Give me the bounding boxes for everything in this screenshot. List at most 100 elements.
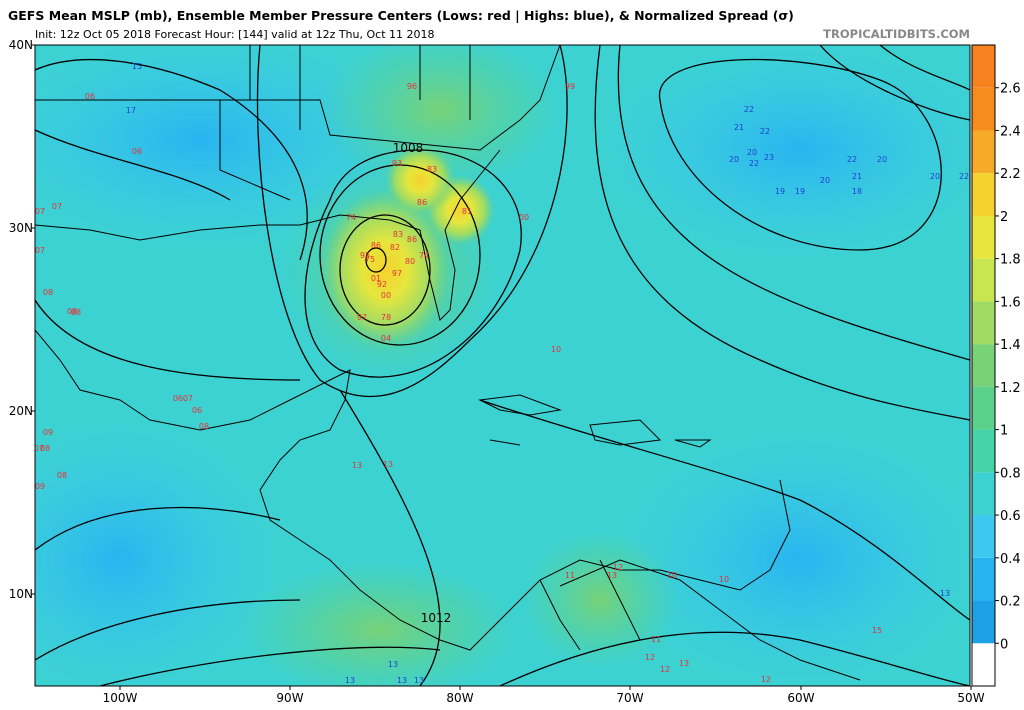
high-center: 22 — [959, 172, 969, 181]
title: GEFS Mean MSLP (mb), Ensemble Member Pre… — [8, 8, 794, 23]
low-center: 12 — [761, 675, 771, 684]
colorbar-label: 1.6 — [1000, 295, 1021, 310]
low-center: 08 — [199, 422, 209, 431]
low-center: 09 — [43, 428, 53, 437]
low-center: 11 — [565, 571, 575, 580]
low-center: 15 — [872, 626, 882, 635]
high-center: 22 — [749, 159, 759, 168]
site: TROPICALTIDBITS.COM — [823, 27, 970, 41]
lat-label: 10N — [9, 587, 33, 601]
colorbar-segment — [972, 472, 995, 516]
colorbar-label: 0.4 — [1000, 552, 1021, 567]
low-center: 97 — [357, 313, 367, 322]
low-center: 08 — [67, 307, 77, 316]
low-center: 06 — [192, 406, 202, 415]
high-center: 19 — [795, 187, 805, 196]
high-center: 17 — [126, 106, 136, 115]
low-center: 13 — [607, 571, 617, 580]
low-center: 12 — [613, 563, 623, 572]
high-center: 22 — [760, 127, 770, 136]
high-center: 21 — [734, 123, 744, 132]
lat-label: 40N — [9, 38, 33, 52]
colorbar-segment — [972, 643, 995, 686]
lon-label: 50W — [957, 691, 984, 705]
low-center: 07 — [35, 246, 45, 255]
low-center: 08 — [71, 308, 81, 317]
isobars — [35, 45, 970, 686]
colorbar-label: 0.6 — [1000, 509, 1021, 524]
low-center: 06 — [85, 92, 95, 101]
low-center: 13 — [383, 460, 393, 469]
low-center: 86 — [371, 241, 381, 250]
high-center: 15 — [132, 62, 142, 71]
low-center: 86 — [407, 235, 417, 244]
high-center: 21 — [852, 172, 862, 181]
high-center: 13 — [397, 676, 407, 685]
colorbar-segment — [972, 215, 995, 259]
low-center: 99 — [565, 82, 575, 91]
colorbar-label: 1 — [1000, 424, 1008, 439]
colorbar-segment — [972, 600, 995, 644]
low-center: 07 — [183, 394, 193, 403]
colorbar-label: 2.4 — [1000, 124, 1021, 139]
colorbar-segment — [972, 173, 995, 216]
colorbar-label: 0 — [1000, 637, 1008, 652]
colorbar-segment — [972, 45, 995, 88]
low-center: 86 — [417, 198, 427, 207]
low-center: 82 — [390, 243, 400, 252]
colorbar-segment — [972, 258, 995, 302]
colorbar-segment — [972, 429, 995, 473]
colorbar-segment — [972, 87, 995, 131]
colorbar-segment — [972, 344, 995, 387]
low-center: 93 — [392, 159, 402, 168]
lat-label: 30N — [9, 221, 33, 235]
low-center: 81 — [462, 207, 472, 216]
colorbar-label: 2 — [1000, 210, 1008, 225]
high-center: 20 — [729, 155, 739, 164]
colorbar-segment — [972, 301, 995, 345]
coastlines — [35, 45, 861, 681]
high-center: 19 — [775, 187, 785, 196]
low-center: 06 — [173, 394, 183, 403]
map-frame — [34, 44, 971, 687]
low-center: 07 — [34, 444, 44, 453]
high-center: 13 — [940, 589, 950, 598]
high-center: 22 — [847, 155, 857, 164]
colorbar-segment — [972, 386, 995, 430]
low-center: 13 — [679, 659, 689, 668]
lon-label: 60W — [787, 691, 814, 705]
low-center: 00 — [519, 213, 529, 222]
low-center: 78 — [381, 313, 391, 322]
high-center: 20 — [877, 155, 887, 164]
low-center: 04 — [381, 334, 391, 343]
high-center: 13 — [388, 660, 398, 669]
isobar-label: 1012 — [421, 611, 452, 625]
subtitle: Init: 12z Oct 05 2018 Forecast Hour: [14… — [35, 28, 435, 41]
low-center: 83 — [393, 230, 403, 239]
lon-label: 90W — [276, 691, 303, 705]
low-center: 96 — [407, 82, 417, 91]
low-center: 07 — [35, 207, 45, 216]
lon-label: 80W — [446, 691, 473, 705]
low-center: 13 — [352, 461, 362, 470]
high-center: 20 — [747, 148, 757, 157]
low-center: 12 — [645, 653, 655, 662]
low-center: 83 — [427, 165, 437, 174]
low-center: 07 — [52, 202, 62, 211]
low-center: 74 — [346, 213, 356, 222]
lon-label: 70W — [616, 691, 643, 705]
colorbar-segment — [972, 130, 995, 174]
colorbar-label: 2.6 — [1000, 82, 1021, 97]
colorbar-label: 2.2 — [1000, 167, 1021, 182]
colorbar-label: 0.2 — [1000, 595, 1021, 610]
low-center: 11 — [651, 635, 661, 644]
low-center: 06 — [132, 147, 142, 156]
low-center: 74 — [419, 251, 429, 260]
colorbar-segment — [972, 557, 995, 601]
low-center: 08 — [57, 471, 67, 480]
colorbar-label: 1.4 — [1000, 338, 1021, 353]
low-center: 92 — [377, 280, 387, 289]
colorbar-segment — [972, 515, 995, 558]
low-center: 08 — [43, 288, 53, 297]
